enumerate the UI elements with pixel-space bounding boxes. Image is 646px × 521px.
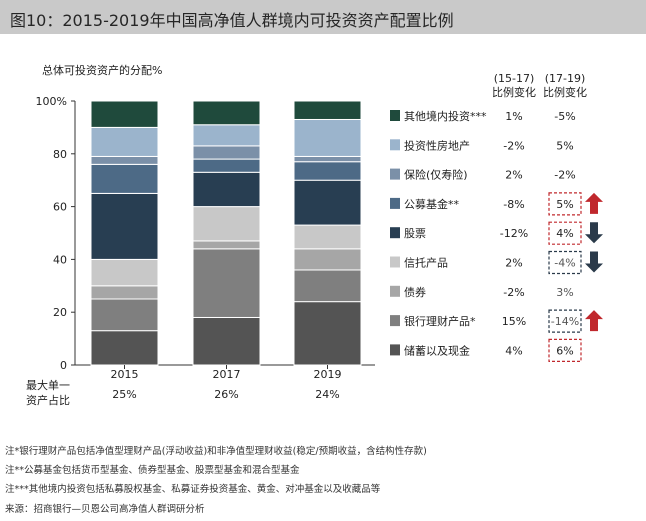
bar-segment	[192, 158, 261, 173]
change-value: 1%	[505, 110, 522, 123]
arrow-down-icon	[585, 222, 603, 244]
bar-segment	[90, 155, 159, 165]
change-value: 2%	[505, 257, 522, 270]
max-single-value: 25%	[112, 388, 136, 401]
bar-segment	[90, 192, 159, 260]
bar-segment	[293, 248, 362, 271]
legend-swatch	[390, 285, 400, 297]
bar-segment	[293, 161, 362, 181]
x-tick-label: 2017	[213, 368, 241, 381]
legend-label: 保险(仅寿险)	[404, 168, 468, 182]
bar-segment	[293, 100, 362, 120]
bar-segment	[192, 206, 261, 242]
y-tick-label: 80	[53, 148, 67, 161]
legend-label: 其他境内投资***	[404, 109, 487, 123]
legend-label: 股票	[404, 227, 426, 240]
bar-segment	[192, 248, 261, 318]
bar-segment	[293, 301, 362, 366]
chart-title: 图10：2015-2019年中国高净值人群境内可投资资产配置比例	[10, 11, 454, 30]
change-value: 15%	[502, 315, 526, 328]
y-tick-label: 40	[53, 253, 67, 266]
bar-segment	[293, 269, 362, 303]
change-highlight-box	[548, 192, 582, 216]
legend-swatch	[390, 256, 400, 268]
change-value: -4%	[554, 257, 575, 270]
legend-label: 债券	[404, 285, 426, 299]
y-axis-label: 总体可投资资产的分配%	[42, 63, 162, 77]
bar-segment	[293, 155, 362, 163]
footnote-1: 注*银行理财产品包括净值型理财产品(浮动收益)和非净值型理财收益(稳定/预期收益…	[5, 446, 427, 457]
arrow-up-icon	[585, 192, 603, 214]
bar-segment	[90, 100, 159, 128]
title-bar: 图10：2015-2019年中国高净值人群境内可投资资产配置比例	[0, 0, 646, 34]
bar-segment	[192, 145, 261, 160]
change-highlight-box	[548, 221, 582, 245]
legend-swatch	[390, 110, 400, 121]
footnote-2: 注**公募基金包括货币型基金、债券型基金、股票型基金和混合型基金	[5, 465, 300, 476]
bar-segment	[192, 316, 261, 366]
bar-segment	[90, 126, 159, 157]
change-value: -2%	[503, 286, 524, 299]
change-value: -2%	[554, 169, 575, 182]
change-value: 6%	[556, 344, 573, 357]
bar-segment	[192, 100, 261, 126]
y-tick-label: 0	[60, 359, 67, 372]
change-value: -5%	[554, 110, 575, 123]
change-header: 比例变化	[543, 85, 587, 99]
change-header: 比例变化	[492, 85, 536, 99]
legend-label: 储蓄以及现金	[404, 343, 470, 357]
change-value: -12%	[500, 227, 528, 240]
legend-label: 信托产品	[404, 256, 448, 270]
change-value: -8%	[503, 198, 524, 211]
change-value: 4%	[556, 227, 573, 240]
y-tick-label: 100%	[36, 95, 67, 108]
bar-segment	[90, 298, 159, 332]
arrow-up-icon	[585, 310, 603, 332]
legend-label: 投资性房地产	[404, 138, 470, 152]
legend-swatch	[390, 315, 400, 327]
change-value: 5%	[556, 139, 573, 152]
max-single-value: 24%	[315, 388, 339, 401]
change-highlight-box	[548, 338, 582, 362]
x-tick-label: 2015	[111, 368, 139, 381]
change-header: (17-19)	[545, 72, 586, 85]
change-highlight-box	[548, 309, 582, 333]
change-value: 3%	[556, 286, 573, 299]
x-tick-label: 2019	[314, 368, 342, 381]
arrow-down-icon	[585, 251, 603, 273]
bar-segment	[90, 258, 159, 287]
y-tick-label: 20	[53, 306, 67, 319]
legend-swatch	[390, 227, 400, 239]
change-value: -2%	[503, 139, 524, 152]
max-single-value: 26%	[214, 388, 238, 401]
legend-label: 公募基金**	[404, 197, 459, 211]
legend-swatch	[390, 168, 400, 180]
bar-segment	[192, 124, 261, 147]
bar-segment	[192, 171, 261, 208]
legend-label: 银行理财产品*	[404, 314, 476, 328]
max-single-label: 最大单一	[26, 378, 70, 392]
bar-segment	[90, 330, 159, 366]
bar-segment	[90, 285, 159, 300]
change-highlight-box	[548, 250, 582, 275]
footnote-4: 来源：招商银行—贝恩公司高净值人群调研分析	[5, 504, 205, 515]
footnote-3: 注***其他境内投资包括私募股权基金、私募证券投资基金、黄金、对冲基金以及收藏品…	[5, 484, 381, 495]
bar-segment	[293, 118, 362, 157]
bar-segment	[293, 224, 362, 250]
change-value: 4%	[505, 344, 522, 357]
legend-swatch	[390, 197, 400, 209]
change-value: 5%	[556, 198, 573, 211]
bar-segment	[192, 240, 261, 250]
change-header: (15-17)	[494, 72, 535, 85]
max-single-label: 资产占比	[26, 393, 70, 407]
bar-segment	[90, 163, 159, 194]
y-tick-label: 60	[53, 201, 67, 214]
change-value: 2%	[505, 169, 522, 182]
chart-area: 总体可投资资产的分配% 0 20 40 60 80 100% 2015 25% 2017 26% 20…	[26, 63, 603, 407]
change-value: -14%	[551, 315, 579, 328]
legend-swatch	[390, 344, 400, 356]
bar-segment	[293, 179, 362, 226]
legend-swatch	[390, 139, 400, 151]
